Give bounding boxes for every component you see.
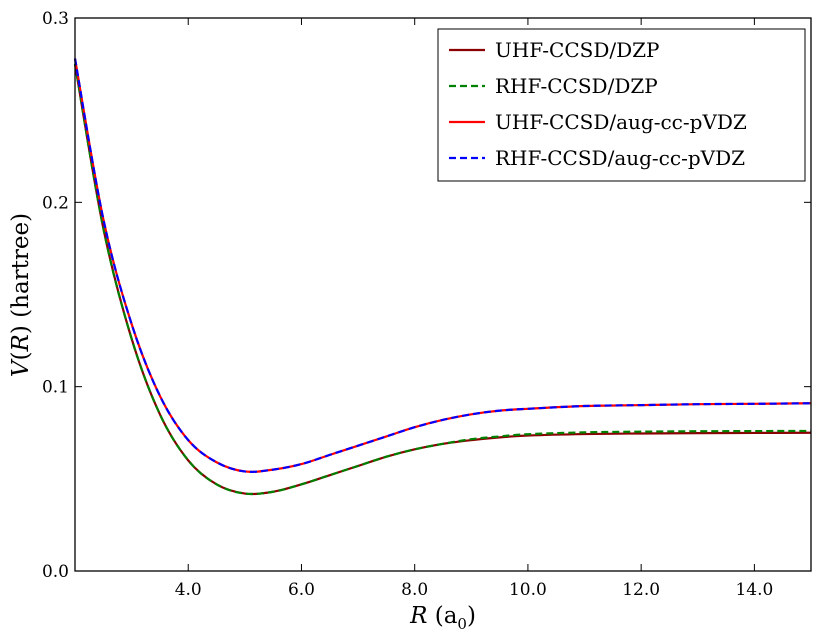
legend-label: UHF-CCSD/DZP bbox=[495, 38, 660, 62]
y-tick-label: 0.0 bbox=[42, 562, 69, 582]
ticks-layer: 4.0 6.0 8.0 10.0 12.0 14.0 0.0 0.1 0.2 0.3 bbox=[42, 9, 811, 600]
x-tick-label: 8.0 bbox=[401, 580, 428, 600]
legend-label: RHF-CCSD/aug-cc-pVDZ bbox=[495, 146, 745, 170]
x-axis-label: R (a0) bbox=[409, 603, 476, 633]
series-line-4 bbox=[73, 58, 812, 473]
x-tick-label: 10.0 bbox=[509, 580, 547, 600]
x-tick-label: 4.0 bbox=[175, 580, 202, 600]
plot-frame bbox=[74, 17, 812, 572]
x-tick-label: 14.0 bbox=[735, 580, 773, 600]
legend: UHF-CCSD/DZP RHF-CCSD/DZP UHF-CCSD/aug-cc-… bbox=[437, 28, 806, 182]
x-tick-label: 12.0 bbox=[622, 580, 660, 600]
legend-label: RHF-CCSD/DZP bbox=[495, 74, 658, 98]
y-tick-label: 0.3 bbox=[42, 9, 69, 29]
y-tick-label: 0.1 bbox=[42, 378, 69, 398]
series-layer bbox=[73, 58, 812, 496]
legend-box bbox=[437, 28, 806, 182]
y-axis-label: V(R) (hartree) bbox=[8, 213, 34, 377]
legend-label: UHF-CCSD/aug-cc-pVDZ bbox=[495, 110, 747, 134]
x-tick-label: 6.0 bbox=[288, 580, 315, 600]
y-tick-label: 0.2 bbox=[42, 193, 69, 213]
series-line-2 bbox=[73, 63, 812, 496]
